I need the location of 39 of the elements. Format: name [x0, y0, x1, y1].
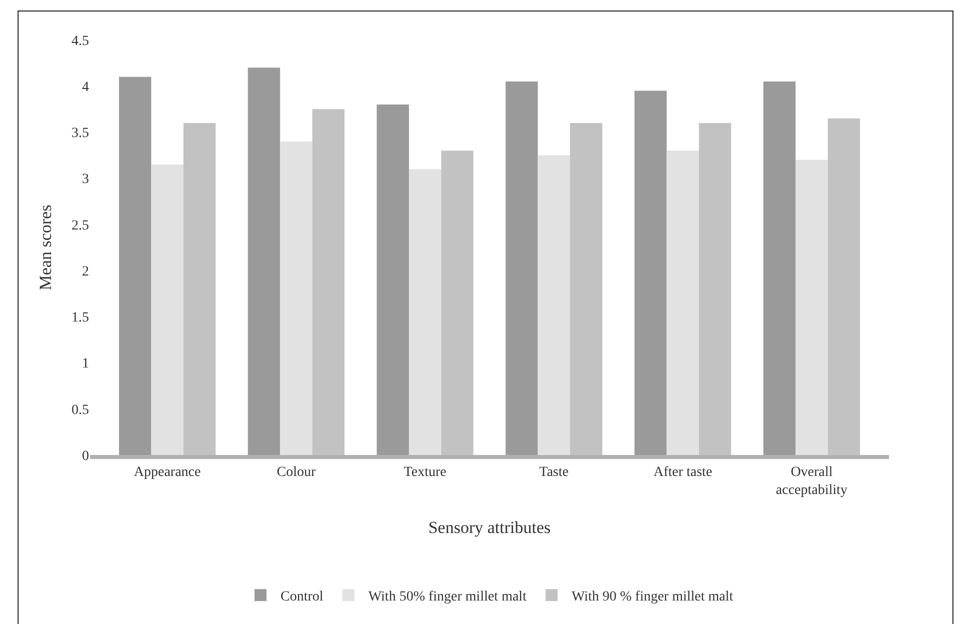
bar: [538, 155, 570, 455]
bar: [506, 82, 538, 455]
x-tick-label: Appearance: [134, 464, 201, 480]
x-tick-label: Overall acceptability: [776, 464, 848, 498]
y-tick-label: 3: [82, 172, 89, 188]
y-tick-label: 1: [82, 356, 89, 372]
y-tick-label: 2.5: [72, 218, 89, 234]
y-tick-label: 3.5: [72, 126, 89, 142]
x-tick-label: After taste: [653, 464, 712, 480]
bar: [408, 169, 442, 455]
legend-label: Control: [280, 590, 324, 605]
bar: [441, 150, 474, 455]
y-tick-label: 4.5: [72, 34, 89, 49]
bar: [312, 109, 345, 455]
y-tick-label: 1.5: [72, 310, 89, 326]
legend-label: With 50% finger millet malt: [368, 590, 527, 605]
bar: [119, 76, 152, 455]
bar: [183, 123, 216, 455]
bar: [280, 141, 312, 455]
y-tick-label: 0.5: [72, 402, 89, 418]
bar: [570, 123, 602, 455]
bar: [151, 164, 184, 455]
y-tick-label: 0: [82, 448, 89, 464]
legend-label: With 90 % finger millet malt: [572, 590, 734, 605]
bar: [666, 150, 699, 455]
bar: [828, 118, 860, 455]
y-axis-title: Mean scores: [36, 204, 56, 290]
y-tick-label: 2: [82, 264, 89, 280]
bar: [763, 82, 796, 455]
x-tick-label: Colour: [276, 464, 316, 480]
bar: [698, 123, 732, 455]
y-tick-label: 4: [82, 80, 89, 96]
x-axis-title: Sensory attributes: [428, 518, 551, 537]
bar: [376, 104, 409, 455]
x-tick-label: Taste: [539, 464, 569, 480]
x-tick-label: Texture: [404, 464, 446, 480]
bar: [248, 68, 280, 455]
bar: [796, 160, 828, 455]
bar: [634, 90, 667, 455]
